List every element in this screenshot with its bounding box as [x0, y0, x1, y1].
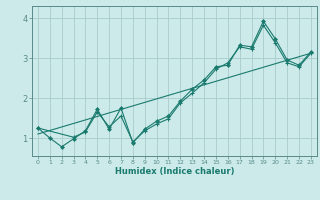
X-axis label: Humidex (Indice chaleur): Humidex (Indice chaleur) [115, 167, 234, 176]
